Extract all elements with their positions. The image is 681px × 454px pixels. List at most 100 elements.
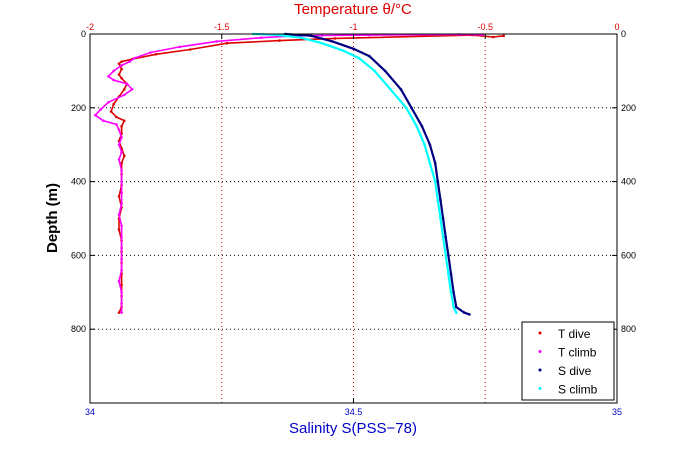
data-point (123, 154, 126, 158)
series-s-dive (283, 32, 471, 316)
data-point (120, 283, 123, 287)
y-tick-label-right: 400 (621, 177, 636, 187)
data-point (120, 311, 123, 314)
data-point (125, 82, 129, 86)
data-point (128, 60, 131, 63)
y-tick-label-left: 200 (71, 103, 86, 113)
legend-marker (538, 368, 542, 372)
data-point (310, 34, 313, 38)
data-point (444, 235, 448, 239)
data-point (107, 75, 110, 78)
data-point (112, 69, 115, 73)
data-point (389, 88, 392, 91)
x-bottom-tick-label: 35 (612, 407, 622, 417)
data-point (436, 198, 440, 202)
x-top-tick-label: -1.5 (214, 22, 230, 32)
y-tick-label-right: 800 (621, 324, 636, 334)
data-point (120, 202, 123, 205)
data-point (433, 180, 437, 183)
data-point (278, 39, 282, 42)
series-t-climb (94, 33, 484, 314)
data-point (444, 254, 448, 257)
data-point (120, 64, 123, 67)
series-layer (94, 32, 506, 316)
y-tick-label-right: 0 (621, 29, 626, 39)
data-point (120, 161, 123, 165)
data-point (115, 115, 118, 119)
data-point (178, 45, 181, 49)
data-point (120, 191, 123, 194)
data-point (149, 51, 152, 54)
data-point (117, 279, 121, 283)
data-point (260, 36, 263, 39)
data-point (120, 67, 123, 71)
data-point (101, 119, 105, 122)
legend-box (521, 321, 615, 401)
data-point (455, 311, 458, 314)
data-point (502, 34, 506, 38)
data-point (99, 108, 102, 111)
legend-marker (538, 331, 542, 335)
data-point (320, 34, 324, 37)
data-point (420, 125, 424, 128)
data-point (415, 125, 419, 128)
data-point (117, 195, 121, 198)
x-axis-title: Salinity S(PSS−78) (289, 420, 417, 437)
data-point (120, 246, 123, 250)
data-point (320, 41, 324, 45)
legend-label: T dive (558, 327, 591, 341)
data-point (352, 47, 355, 51)
data-point (449, 272, 453, 276)
data-point (404, 106, 408, 110)
data-point (112, 102, 115, 106)
data-point (368, 54, 371, 58)
x-top-tick-label: -0.5 (477, 22, 493, 32)
data-point (120, 60, 123, 63)
data-point (117, 128, 121, 132)
series-line (94, 33, 483, 313)
x-top-tick-label: 0 (614, 22, 619, 32)
x-bottom-tick-label: 34.5 (345, 407, 363, 417)
y-axis-title: Depth (m) (44, 183, 61, 253)
data-point (331, 40, 334, 43)
data-point (120, 125, 123, 128)
data-point (117, 73, 121, 76)
data-point (433, 161, 437, 165)
data-point (123, 88, 126, 91)
x-top-tick-label: -1 (349, 22, 357, 32)
data-point (441, 235, 445, 239)
data-point (449, 291, 453, 294)
legend-label: S climb (558, 383, 598, 397)
data-point (112, 78, 115, 82)
y-tick-label-right: 600 (621, 250, 636, 260)
data-point (399, 88, 403, 91)
data-point (117, 228, 121, 231)
y-tick-label-left: 800 (71, 324, 86, 334)
data-point (383, 69, 387, 73)
data-point (107, 101, 110, 104)
data-point (133, 56, 137, 60)
data-point (436, 180, 440, 183)
data-point (341, 49, 345, 52)
series-s-climb (252, 32, 458, 314)
data-point (452, 305, 455, 309)
chart-title: Temperature θ/°C (294, 1, 412, 18)
data-point (428, 143, 432, 146)
data-point (120, 77, 123, 80)
y-tick-label-left: 0 (81, 29, 86, 39)
data-point (120, 180, 123, 183)
data-point (117, 62, 121, 65)
data-point (120, 235, 123, 239)
data-point (188, 48, 192, 51)
data-point (423, 143, 426, 146)
data-point (439, 217, 442, 220)
y-tick-label-left: 400 (71, 177, 86, 187)
data-point (428, 161, 432, 165)
data-point (455, 305, 458, 309)
data-point (468, 313, 471, 316)
data-point (439, 198, 442, 202)
data-point (333, 37, 337, 40)
data-point (120, 291, 123, 294)
